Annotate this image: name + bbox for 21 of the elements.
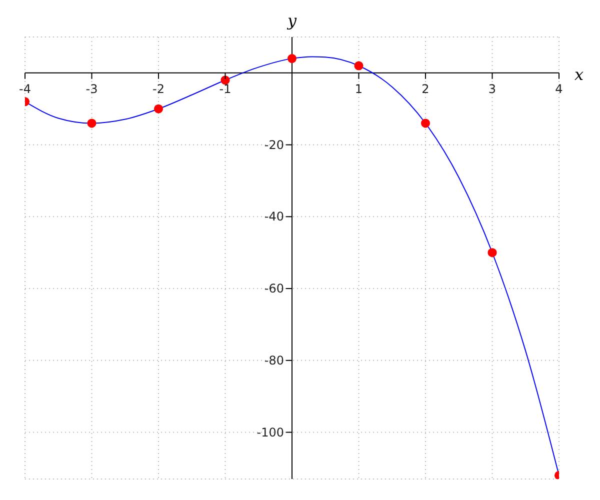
point [287, 54, 297, 64]
x-tick-label: 2 [422, 82, 430, 96]
y-tick-label: -100 [256, 425, 284, 440]
y-tick-label: -40 [264, 210, 284, 224]
x-tick-label: 1 [354, 82, 363, 96]
point [154, 104, 164, 114]
x-tick-label: -1 [219, 82, 232, 96]
y-tick-label: -80 [264, 353, 284, 368]
point [420, 118, 430, 128]
x-tick-label: -3 [86, 82, 98, 96]
x-tick-label: 4 [555, 82, 563, 96]
y-axis-title: y [286, 11, 298, 30]
point [87, 118, 96, 128]
point [354, 61, 364, 70]
point [488, 248, 497, 258]
x-tick-label: -2 [152, 82, 164, 96]
x-tick-label: -4 [19, 82, 31, 96]
y-tick-label: -20 [264, 138, 284, 152]
y-tick-label: -60 [264, 282, 284, 296]
x-axis-title: x [574, 64, 584, 84]
x-tick-label: 3 [488, 82, 496, 96]
